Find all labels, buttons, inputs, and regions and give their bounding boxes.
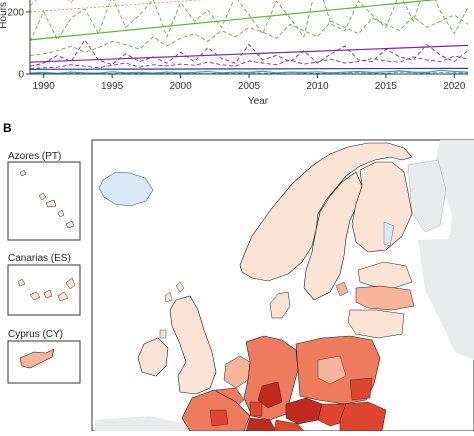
azores-island — [38, 192, 47, 201]
series-line-4 — [30, 0, 438, 41]
x-tick-label: 2010 — [306, 81, 329, 92]
denmark — [269, 291, 291, 319]
inset-canarias-title: Canarias (ES) — [8, 253, 71, 264]
france-hotspot — [209, 409, 229, 427]
inset-canarias-frame — [7, 264, 81, 316]
atlantic-south-region — [95, 416, 190, 431]
karelia-region — [407, 159, 447, 233]
x-axis-title: Year — [248, 96, 269, 107]
canarias-island — [43, 289, 53, 299]
series-line-6 — [30, 39, 468, 67]
series-layer — [30, 0, 468, 74]
inset-cyprus: Cyprus (CY) — [7, 329, 81, 384]
y-axis-title: Hours — [0, 2, 9, 29]
germany-hotspot-1 — [257, 381, 283, 409]
germany-hotspot-2 — [249, 401, 263, 417]
cyprus-island — [19, 348, 55, 369]
great-britain — [169, 295, 217, 395]
shetland-islands — [164, 291, 173, 303]
y-tick-label: 0 — [18, 70, 24, 81]
azores-island — [65, 220, 75, 229]
faroe-islands — [175, 281, 185, 293]
latvia — [355, 285, 415, 311]
lake — [383, 221, 395, 247]
poland-region-2 — [349, 377, 373, 401]
canarias-island — [29, 291, 41, 301]
series-line-2 — [30, 0, 205, 13]
series-line-7 — [30, 44, 468, 63]
inset-canarias: Canarias (ES) — [7, 253, 81, 316]
canarias-island — [17, 278, 26, 287]
y-ticks: 0 200 — [7, 7, 30, 81]
x-tick-label: 2000 — [169, 81, 192, 92]
x-tick-label: 2005 — [238, 81, 261, 92]
norway — [239, 142, 413, 282]
x-tick-label: 2020 — [443, 81, 466, 92]
northern-ireland — [159, 329, 167, 339]
eastern-non-eu-region — [418, 238, 474, 360]
gotland — [335, 281, 349, 297]
panel-label-b: B — [3, 121, 12, 135]
map-panel — [91, 139, 474, 432]
azores-island — [57, 209, 65, 218]
series-line-10 — [30, 69, 468, 74]
y-tick-label: 200 — [7, 7, 24, 18]
series-line-9 — [30, 67, 468, 70]
poland-region-1 — [317, 355, 347, 385]
series-line-5 — [30, 14, 468, 56]
inset-cyprus-title: Cyprus (CY) — [8, 329, 63, 340]
x-tick-label: 1995 — [101, 81, 124, 92]
canarias-island — [57, 291, 69, 302]
azores-island — [45, 199, 57, 208]
azores-island — [19, 169, 27, 177]
iceland — [98, 171, 154, 207]
inset-azores: Azores (PT) — [7, 151, 81, 241]
series-line-8 — [30, 55, 468, 69]
sweden — [303, 171, 363, 301]
finland — [351, 161, 413, 253]
lithuania — [347, 309, 405, 339]
ireland — [137, 337, 169, 377]
x-tick-label: 1990 — [33, 81, 56, 92]
inset-cyprus-frame — [7, 340, 81, 384]
canarias-island — [65, 277, 76, 290]
estonia — [357, 261, 413, 289]
x-tick-label: 2015 — [375, 81, 398, 92]
inset-azores-title: Azores (PT) — [8, 151, 61, 162]
x-ticks: 1990 1995 2000 2005 2010 2015 2020 — [33, 74, 466, 92]
inset-azores-frame — [7, 161, 81, 241]
series-line-3 — [30, 0, 468, 42]
